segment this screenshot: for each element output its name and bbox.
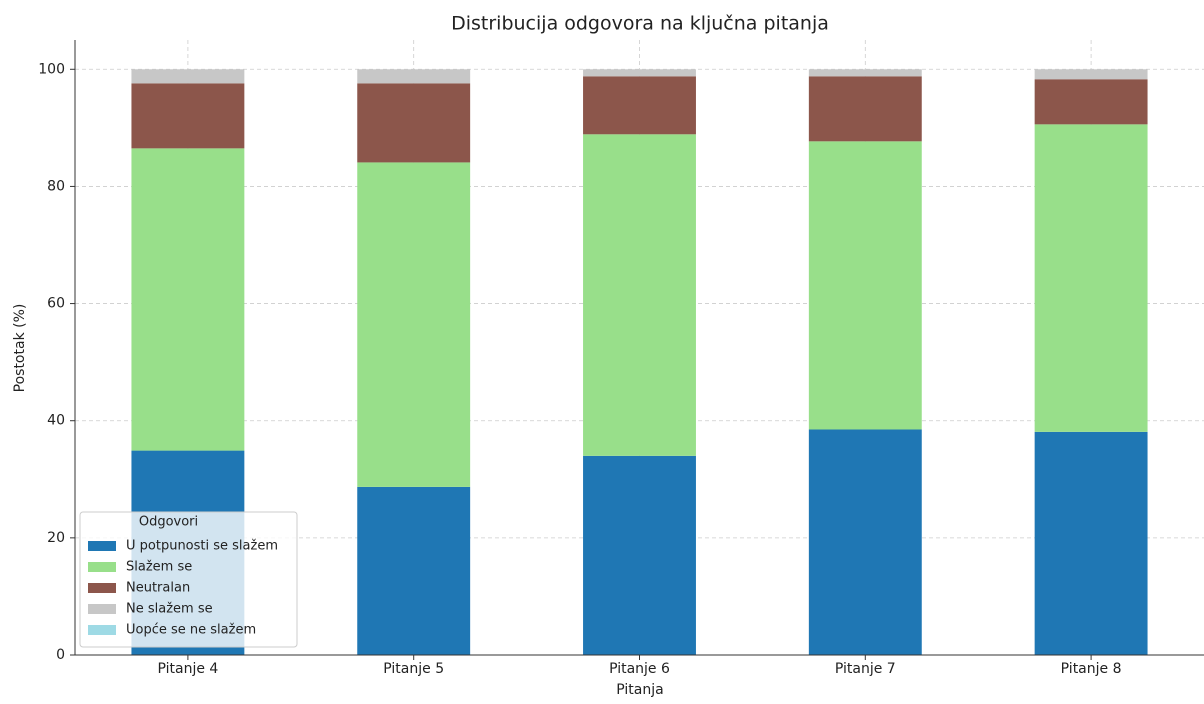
bar-segment: [808, 69, 922, 77]
x-tick-label: Pitanje 6: [609, 661, 670, 677]
legend-swatch: [88, 541, 116, 551]
y-tick-label: 100: [38, 61, 65, 77]
bar-segment: [357, 486, 471, 655]
bar-segment: [808, 76, 922, 142]
x-tick-label: Pitanje 8: [1061, 661, 1122, 677]
bar-segment: [131, 148, 245, 451]
legend-swatch: [88, 562, 116, 572]
y-axis-label: Postotak (%): [12, 304, 28, 393]
bar-segment: [583, 455, 696, 655]
bar-segment: [1034, 79, 1148, 125]
legend-label: U potpunosti se slažem: [126, 539, 278, 554]
bar-segment: [131, 83, 245, 149]
legend-swatch: [88, 604, 116, 614]
y-tick-label: 80: [47, 178, 65, 194]
bar-segment: [131, 69, 245, 84]
y-tick-label: 60: [47, 296, 65, 312]
x-tick-label: Pitanje 7: [835, 661, 896, 677]
bar-segment: [357, 69, 471, 84]
legend-label: Uopće se ne slažem: [126, 623, 256, 638]
legend-label: Slažem se: [126, 560, 192, 575]
bar-segment: [583, 134, 696, 456]
bar-segment: [583, 69, 696, 77]
bar-segment: [1034, 124, 1148, 432]
x-tick-label: Pitanje 5: [383, 661, 444, 677]
legend-swatch: [88, 583, 116, 593]
bar-segment: [357, 162, 471, 487]
bar-segment: [1034, 69, 1148, 80]
legend-swatch: [88, 625, 116, 635]
bar-segment: [583, 76, 696, 135]
bar-segment: [808, 141, 922, 430]
legend-title: Odgovori: [139, 515, 198, 530]
x-tick-label: Pitanje 4: [157, 661, 218, 677]
y-tick-label: 0: [56, 647, 65, 663]
legend-label: Neutralan: [126, 581, 190, 596]
legend: Odgovori U potpunosti se slažem Slažem se N…: [79, 511, 298, 648]
legend-box: [79, 511, 298, 648]
y-tick-label: 40: [47, 413, 65, 429]
x-axis-label: Pitanja: [616, 682, 663, 698]
chart-title: Distribucija odgovora na ključna pitanja: [451, 13, 829, 35]
bar-segment: [357, 83, 471, 163]
bar-segment: [1034, 431, 1148, 655]
bar-segment: [808, 429, 922, 655]
legend-label: Ne slažem se: [126, 602, 213, 617]
y-tick-label: 20: [47, 530, 65, 546]
